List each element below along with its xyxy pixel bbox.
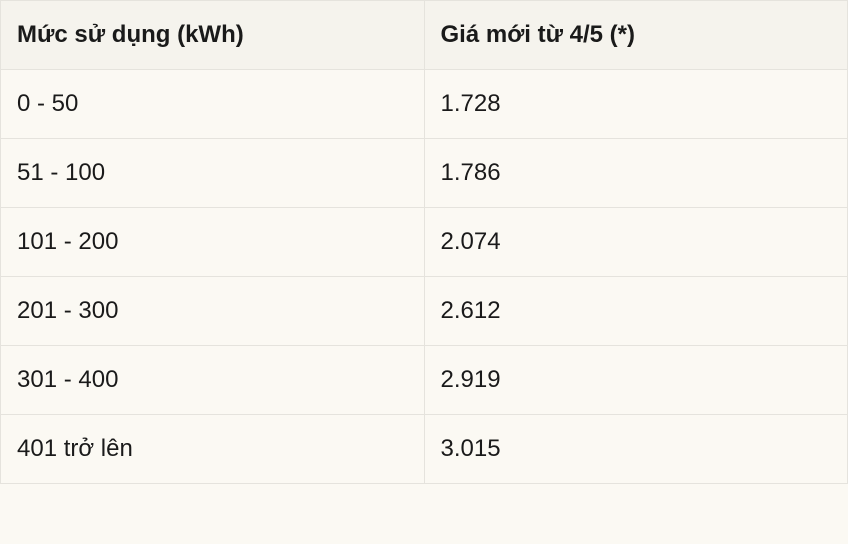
table-row: 101 - 200 2.074 (1, 208, 848, 277)
table-header-row: Mức sử dụng (kWh) Giá mới từ 4/5 (*) (1, 1, 848, 70)
cell-price: 2.074 (424, 208, 848, 277)
cell-usage: 201 - 300 (1, 277, 425, 346)
table-row: 401 trở lên 3.015 (1, 415, 848, 484)
cell-usage: 301 - 400 (1, 346, 425, 415)
cell-price: 2.919 (424, 346, 848, 415)
cell-usage: 401 trở lên (1, 415, 425, 484)
cell-price: 2.612 (424, 277, 848, 346)
column-header-price: Giá mới từ 4/5 (*) (424, 1, 848, 70)
table-row: 301 - 400 2.919 (1, 346, 848, 415)
cell-price: 1.786 (424, 139, 848, 208)
cell-usage: 101 - 200 (1, 208, 425, 277)
pricing-table: Mức sử dụng (kWh) Giá mới từ 4/5 (*) 0 -… (0, 0, 848, 484)
pricing-table-wrapper: Mức sử dụng (kWh) Giá mới từ 4/5 (*) 0 -… (0, 0, 848, 484)
table-row: 201 - 300 2.612 (1, 277, 848, 346)
cell-usage: 0 - 50 (1, 70, 425, 139)
cell-usage: 51 - 100 (1, 139, 425, 208)
cell-price: 1.728 (424, 70, 848, 139)
table-row: 0 - 50 1.728 (1, 70, 848, 139)
column-header-usage: Mức sử dụng (kWh) (1, 1, 425, 70)
cell-price: 3.015 (424, 415, 848, 484)
table-row: 51 - 100 1.786 (1, 139, 848, 208)
